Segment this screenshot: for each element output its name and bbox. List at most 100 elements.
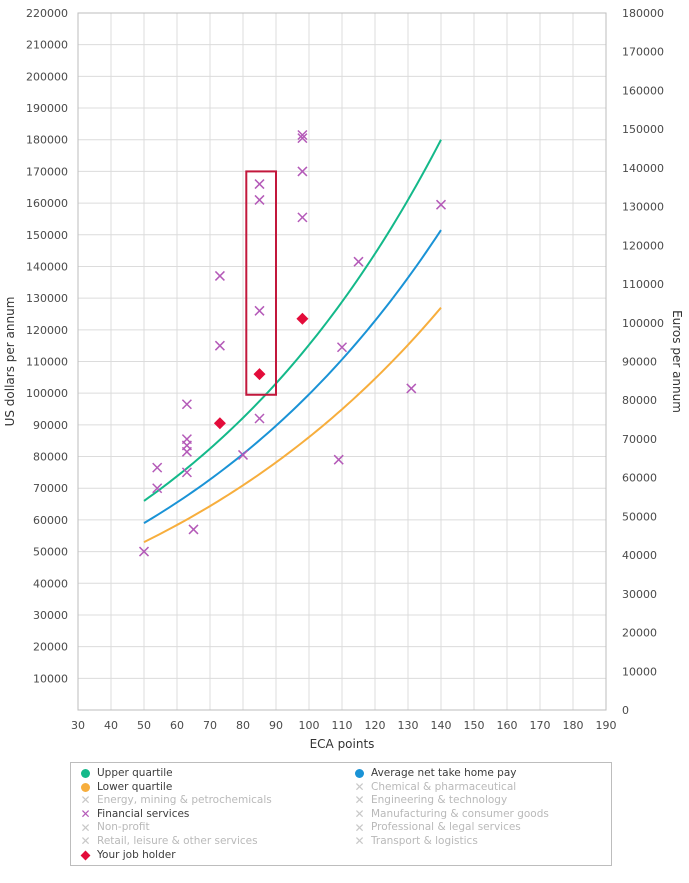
financial-services-point [333, 454, 344, 465]
x-tick-label: 100 [299, 719, 320, 732]
y-tick-label: 190000 [26, 102, 68, 115]
x-tick-label: 160 [497, 719, 518, 732]
legend-label: Professional & legal services [371, 821, 521, 834]
y2-tick-label: 120000 [622, 239, 664, 252]
y-tick-label: 40000 [33, 577, 68, 590]
x-tick-label: 110 [332, 719, 353, 732]
financial-services-point [254, 305, 265, 316]
y-tick-label: 50000 [33, 546, 68, 559]
financial-services-point [254, 179, 265, 190]
financial-services-point [188, 524, 199, 535]
x-tick-label: 60 [170, 719, 184, 732]
legend-label: Financial services [97, 807, 190, 820]
y2-tick-label: 90000 [622, 356, 657, 369]
legend-column-right: Average net take home pay ✕ Chemical & pha… [354, 767, 549, 849]
financial-services-point [297, 133, 308, 144]
y2-tick-label: 130000 [622, 201, 664, 214]
legend-label: Average net take home pay [371, 767, 517, 779]
financial-services-point [214, 270, 225, 281]
x-tick-label: 70 [203, 719, 217, 732]
y-tick-label: 130000 [26, 292, 68, 305]
y2-tick-label: 60000 [622, 472, 657, 485]
legend-item: ✕ Professional & legal services [354, 821, 549, 835]
y2-tick-label: 150000 [622, 123, 664, 136]
y-axis-left-title: US dollars per annum [3, 297, 17, 427]
y2-tick-label: 10000 [622, 665, 657, 678]
legend-item: ✕ Engineering & technology [354, 794, 549, 808]
legend-item: ✕ Chemical & pharmaceutical [354, 781, 549, 795]
y-tick-label: 120000 [26, 324, 68, 337]
legend-cross-icon: ✕ [80, 820, 91, 835]
legend-label: Engineering & technology [371, 794, 508, 807]
financial-services-point [297, 212, 308, 223]
financial-services-point [181, 399, 192, 410]
legend-label: Manufacturing & consumer goods [371, 807, 549, 820]
x-tick-label: 50 [137, 719, 151, 732]
y2-tick-label: 180000 [622, 7, 664, 20]
legend-cross-icon: ✕ [80, 807, 91, 822]
y-tick-label: 150000 [26, 229, 68, 242]
financial-services-point [181, 467, 192, 478]
y2-tick-label: 80000 [622, 394, 657, 407]
y-axis-right-title: Euros per annum [670, 310, 684, 413]
legend-item: Your job holder [80, 849, 272, 863]
legend-dot-icon [80, 768, 91, 779]
x-tick-label: 40 [104, 719, 118, 732]
x-tick-label: 170 [530, 719, 551, 732]
financial-services-point [254, 413, 265, 424]
financial-services-point [435, 199, 447, 210]
x-tick-label: 140 [431, 719, 452, 732]
legend-item: ✕ Non-profit [80, 821, 272, 835]
legend-label: Non-profit [97, 821, 150, 834]
y2-tick-label: 100000 [622, 317, 664, 330]
legend-label: Transport & logistics [371, 834, 478, 847]
plot-frame [77, 12, 607, 711]
x-axis-title: ECA points [310, 737, 375, 751]
y-tick-label: 90000 [33, 419, 68, 432]
y2-tick-label: 70000 [622, 433, 657, 446]
y-tick-label: 170000 [26, 165, 68, 178]
x-tick-label: 120 [365, 719, 386, 732]
legend-cross-icon: ✕ [80, 793, 91, 808]
y2-tick-label: 50000 [622, 510, 657, 523]
x-tick-label: 130 [398, 719, 419, 732]
legend-item: Upper quartile [80, 767, 272, 781]
y2-tick-label: 20000 [622, 627, 657, 640]
x-tick-label: 190 [596, 719, 617, 732]
y-tick-label: 80000 [33, 451, 68, 464]
legend-label: Upper quartile [97, 767, 173, 779]
curve-upper-quartile [143, 139, 442, 502]
y-tick-label: 20000 [33, 641, 68, 654]
y-tick-label: 210000 [26, 39, 68, 52]
financial-services-point [254, 194, 265, 205]
y2-tick-label: 110000 [622, 278, 664, 291]
y-tick-label: 140000 [26, 260, 68, 273]
y-tick-label: 180000 [26, 134, 68, 147]
job-holder-point [213, 417, 226, 430]
curve-lower-quartile [143, 306, 442, 543]
y-tick-label: 30000 [33, 609, 68, 622]
legend-label: Your job holder [97, 848, 176, 861]
legend-dot-icon [354, 768, 365, 779]
legend-item: ✕ Transport & logistics [354, 835, 549, 849]
financial-services-point [181, 434, 192, 445]
y-tick-label: 110000 [26, 356, 68, 369]
curve-average-net-take-home-pay [143, 229, 442, 524]
legend-label: Chemical & pharmaceutical [371, 780, 517, 793]
x-tick-label: 90 [269, 719, 283, 732]
financial-services-point [152, 462, 163, 473]
y-tick-label: 10000 [33, 672, 68, 685]
highlight-box [245, 170, 278, 396]
financial-services-point [297, 129, 308, 141]
legend-cross-icon: ✕ [354, 834, 365, 849]
financial-services-point [214, 340, 225, 351]
y-tick-label: 200000 [26, 70, 68, 83]
legend-label: Retail, leisure & other services [97, 834, 258, 847]
y-axis-right-ticks: 0 10000 20000 30000 40000 50000 60000 70000 8000… [622, 7, 664, 717]
legend-item: Average net take home pay [354, 767, 549, 781]
financial-services-point [138, 546, 150, 557]
y2-tick-label: 170000 [622, 46, 664, 59]
x-tick-label: 30 [71, 719, 85, 732]
legend-cross-icon: ✕ [354, 779, 365, 794]
y2-tick-label: 0 [622, 704, 629, 717]
